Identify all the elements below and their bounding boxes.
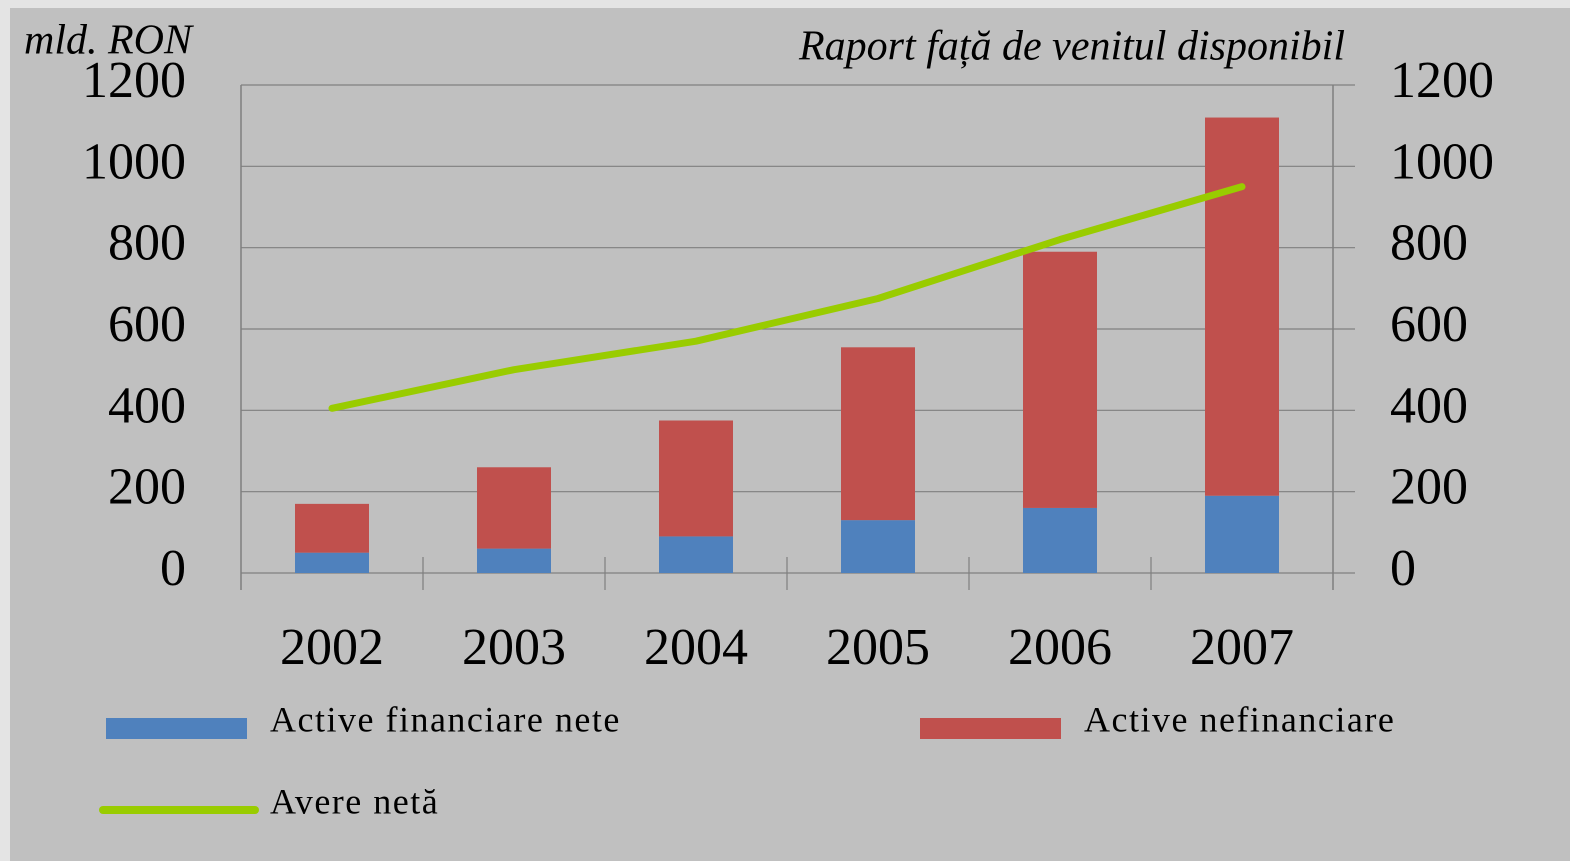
y2-tick-label: 400 [1390, 377, 1468, 434]
y2-tick-label: 1200 [1390, 52, 1494, 109]
y2-tick-label: 800 [1390, 215, 1468, 272]
y2-tick-label: 0 [1390, 540, 1416, 597]
bar [659, 536, 733, 573]
x-tick-label: 2007 [1190, 619, 1294, 676]
bar [1205, 117, 1279, 496]
bar [295, 552, 369, 573]
y2-tick-label: 200 [1390, 459, 1468, 516]
x-tick-label: 2006 [1008, 619, 1112, 676]
y-tick-label: 200 [108, 459, 186, 516]
bar [1023, 507, 1097, 573]
bar [477, 548, 551, 573]
y-tick-label: 400 [108, 377, 186, 434]
legend-label: Active financiare nete [270, 699, 621, 739]
y-axis-label: mld. RON [24, 18, 194, 64]
y-tick-label: 600 [108, 296, 186, 353]
y2-tick-label: 1000 [1390, 133, 1494, 190]
bar [295, 503, 369, 553]
y-tick-label: 0 [160, 540, 186, 597]
y2-tick-label: 600 [1390, 296, 1468, 353]
legend-swatch [106, 718, 247, 739]
bar [841, 347, 915, 521]
legend-swatch [920, 718, 1061, 739]
y-tick-label: 1200 [82, 52, 186, 109]
bar [1205, 495, 1279, 573]
legend-label: Avere netă [270, 781, 439, 821]
x-tick-label: 2003 [462, 619, 566, 676]
bar [477, 467, 551, 549]
y2-axis-label: Raport față de venitul disponibil [798, 24, 1345, 70]
bar [1023, 251, 1097, 508]
y-tick-label: 1000 [82, 133, 186, 190]
bar [841, 520, 915, 573]
legend-label: Active nefinanciare [1084, 699, 1395, 739]
x-tick-label: 2002 [280, 619, 384, 676]
chart-background [10, 8, 1570, 861]
x-tick-label: 2005 [826, 619, 930, 676]
line [328, 183, 1246, 412]
x-tick-label: 2004 [644, 619, 748, 676]
y-tick-label: 800 [108, 215, 186, 272]
bar [659, 420, 733, 537]
